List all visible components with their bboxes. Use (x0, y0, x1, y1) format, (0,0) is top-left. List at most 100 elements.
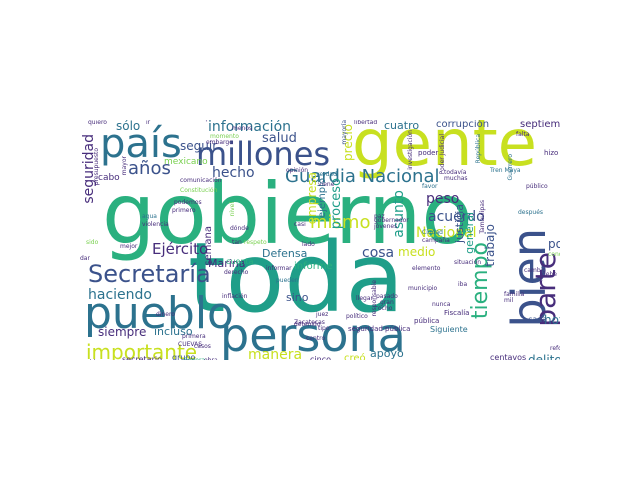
word-dinero: dinero (156, 311, 175, 318)
word-primera: primera (182, 333, 206, 340)
word-hecho: hecho (212, 165, 255, 181)
word-informe: informe (294, 261, 333, 272)
word-casos: casos (194, 343, 211, 350)
word-ocho: ocho (378, 305, 393, 312)
word-mejor: mejor (120, 243, 138, 250)
word-municipio: municipio (408, 285, 438, 292)
word-cabo: cabo (98, 173, 120, 183)
word-verdad: verdad (316, 171, 337, 178)
word-violencia: violencia (142, 221, 169, 228)
word-defensa: Defensa (262, 247, 308, 260)
word-cuatro: cuatro (384, 120, 420, 132)
word-politico: político (346, 313, 368, 320)
word-favor: favor (422, 183, 438, 190)
word-cosa: cosa (362, 245, 395, 261)
word-detenido: detenido (294, 321, 321, 328)
word-responsable: responsable (371, 280, 378, 317)
word-ciudad: Ciudad (422, 229, 443, 236)
word-cambio: cambio (524, 267, 546, 274)
word-gran: gran (380, 299, 394, 306)
word-sonora: Sonora (184, 358, 205, 361)
word-situacion: situación (454, 259, 482, 266)
word-medio: medio (398, 245, 436, 259)
word-dar: dar (80, 255, 90, 262)
word-casi: casi (294, 221, 306, 228)
word-aunque: aunque (192, 120, 215, 122)
word-mil: mil (504, 297, 514, 304)
word-mismo: mismo (310, 212, 371, 233)
word-zacatecas: Zacatecas (294, 319, 325, 326)
word-primero: primero (172, 207, 196, 214)
word-presupuesto: presupuesto (93, 148, 100, 186)
word-obra: obra (204, 358, 218, 361)
word-seguir: seguir (180, 139, 218, 153)
word-asunto: asunto (391, 190, 407, 238)
word-persona: persona (220, 308, 406, 360)
word-todavia: todavía (444, 169, 467, 176)
word-peso: peso (426, 191, 460, 207)
word-mexicano: mexicano (164, 157, 208, 167)
word-pueden: pueden (276, 277, 299, 284)
word-sido: sido (86, 239, 99, 246)
word-respeto: respeto (244, 239, 267, 246)
word-tipo: tipo (318, 325, 330, 332)
word-centavos: centavos (490, 353, 527, 361)
word-llegar: llegar (356, 295, 373, 302)
word-constitucion: Constitución (180, 187, 218, 194)
word-haciendo: haciendo (88, 287, 152, 303)
word-toda: toda (188, 222, 405, 334)
word-publica: pública (414, 317, 440, 325)
word-secretario: secretario (122, 355, 162, 361)
word-hizo: hizo (544, 149, 559, 157)
word-septiembre: septiembre (520, 120, 560, 130)
word-elemento: elemento (412, 265, 441, 272)
word-siguiente: Siguiente (430, 325, 468, 334)
word-apoyo: apoyo (370, 347, 404, 360)
word-menos: menos (232, 125, 253, 132)
word-cuenta: cuenta (226, 257, 254, 266)
word-centro: centro (306, 335, 326, 342)
word-libertad: libertad (354, 120, 378, 126)
word-semana: semana (203, 226, 214, 266)
word-republica: República (475, 134, 482, 164)
word-mayor: mayor (121, 156, 128, 176)
word-cloud: gobierno toda gente persona pueblo bien … (80, 120, 560, 360)
word-juez: juez (316, 311, 329, 318)
word-grupo: grupo (172, 353, 196, 361)
word-poder: poder (418, 149, 439, 157)
word-cada: cada (528, 315, 548, 324)
word-iba: iba (458, 281, 468, 288)
word-delito: delito (528, 353, 560, 360)
word-lado: lado (302, 241, 315, 248)
word-conocer: conocer (548, 251, 560, 258)
word-jovenes: jóvenes (374, 223, 398, 230)
word-informacion: información (208, 120, 292, 135)
word-politica: política (548, 237, 560, 251)
word-sino: sino (286, 291, 309, 304)
word-tamaulipas: Tamaulipas (479, 200, 486, 234)
word-gente: gente (352, 120, 538, 181)
word-publico: público (526, 183, 548, 190)
word-muchas: muchas (444, 175, 468, 182)
word-incluso: incluso (154, 325, 193, 338)
word-campana: campaña (422, 237, 450, 244)
word-opinion: opinión (286, 167, 309, 174)
word-poder-judicial: Poder Judicial (439, 134, 446, 175)
word-ejercito: Ejército (152, 240, 209, 258)
word-donde: dónde (230, 225, 249, 232)
word-quiero: quiero (88, 120, 107, 126)
word-informar: informar (266, 265, 292, 272)
word-acuerdo: acuerdo (428, 209, 485, 225)
word-falta: falta (516, 131, 530, 138)
word-guardia-nacional: Guardia Nacional (285, 166, 440, 187)
word-despues: después (518, 209, 544, 216)
word-reforma: reforma (550, 345, 560, 352)
word-corrupcion: corrupción (436, 120, 490, 130)
word-gobierno: gobierno (102, 165, 473, 263)
word-comunicacion: comunicación (180, 177, 222, 184)
word-creo: creó (344, 353, 366, 361)
word-nivel: nivel (229, 202, 236, 217)
word-pais: país (100, 121, 182, 167)
word-mayoria: mayoría (341, 120, 348, 145)
word-cinco: cinco (310, 355, 331, 361)
